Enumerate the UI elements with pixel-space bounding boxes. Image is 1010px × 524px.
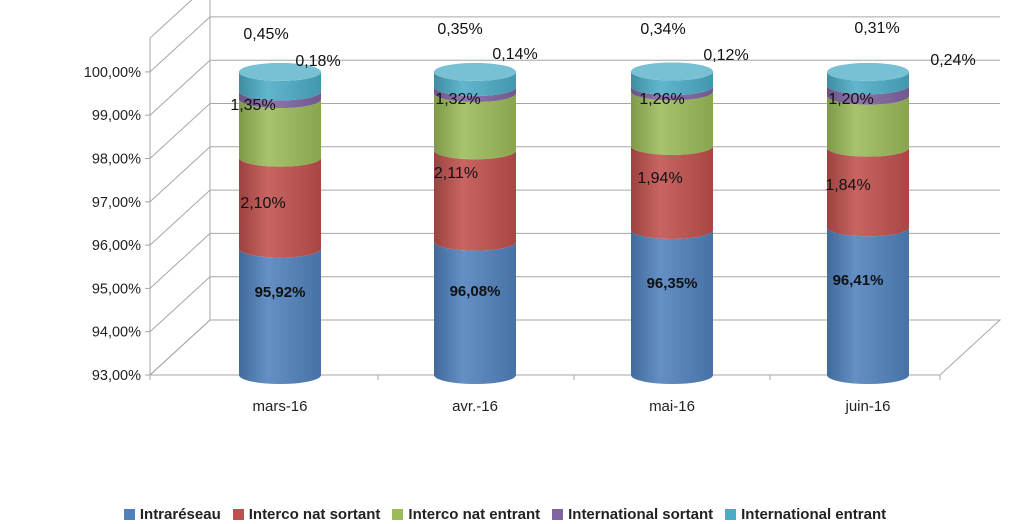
x-tick-label: avr.-16	[452, 398, 498, 415]
legend-item: Intraréseau	[123, 506, 221, 523]
gridline-diagonal	[149, 276, 211, 333]
bar-segment	[631, 229, 713, 384]
data-label: 1,84%	[825, 177, 870, 194]
y-tick-label: 93,00%	[92, 368, 141, 384]
data-label: 1,94%	[637, 170, 682, 187]
legend-label: International sortant	[568, 506, 714, 523]
y-tick-label: 97,00%	[92, 195, 141, 211]
data-label: 0,34%	[640, 21, 685, 38]
legend-swatch	[392, 509, 404, 520]
legend-item: International entrant	[725, 506, 886, 523]
x-tick-label: juin-16	[844, 398, 890, 415]
x-tick-label: mars-16	[252, 398, 307, 415]
legend-label: Interco nat entrant	[408, 506, 541, 523]
data-label: 96,41%	[833, 272, 884, 289]
bar-segment	[631, 86, 713, 101]
legend-swatch	[725, 509, 737, 520]
data-label: 2,10%	[240, 195, 285, 212]
data-label: 0,14%	[492, 46, 537, 63]
y-tick-label: 95,00%	[92, 281, 141, 297]
y-tick-label: 94,00%	[92, 325, 141, 341]
data-label: 0,24%	[930, 52, 975, 69]
bar-segment	[434, 71, 516, 97]
bar-segment	[434, 87, 516, 103]
gridline-diagonal	[149, 103, 211, 159]
legend-label: International entrant	[741, 506, 887, 523]
gridline-diagonal	[149, 16, 211, 73]
wall-edge	[149, 0, 193, 39]
bar-segment	[434, 241, 516, 384]
y-tick-label: 96,00%	[92, 238, 141, 254]
data-label: 96,35%	[647, 275, 698, 292]
bar-segment	[631, 145, 713, 239]
data-label: 1,20%	[828, 91, 873, 108]
bar-segment	[827, 71, 909, 95]
legend-item: International sortant	[552, 506, 713, 523]
bar-segment	[827, 227, 909, 384]
bar-top-cap	[827, 62, 909, 81]
y-tick-label: 100,00%	[84, 65, 141, 81]
data-label: 1,35%	[230, 97, 275, 114]
bar-segment	[434, 150, 516, 251]
gridline-diagonal	[149, 146, 211, 203]
bar-segment	[239, 71, 321, 101]
legend-label: Interco nat sortant	[248, 506, 381, 523]
bar-segment	[827, 147, 909, 237]
data-label: 0,35%	[437, 21, 482, 38]
bar-top-cap	[631, 62, 713, 81]
bar-top-cap	[434, 62, 516, 81]
bar-segment	[239, 157, 321, 258]
data-label: 0,31%	[854, 20, 899, 37]
y-tick-label: 98,00%	[92, 152, 141, 168]
bar-top-cap	[239, 62, 321, 81]
bar-segment	[239, 99, 321, 167]
data-label: 0,18%	[295, 53, 340, 70]
bar-segment	[631, 91, 713, 155]
legend-swatch	[232, 509, 244, 520]
data-label: 96,08%	[450, 283, 501, 300]
y-tick-label: 99,00%	[92, 108, 141, 124]
data-label: 1,26%	[639, 91, 684, 108]
gridline-diagonal	[149, 189, 211, 246]
bar-segment	[239, 91, 321, 109]
data-label: 95,92%	[255, 284, 306, 301]
gridline-diagonal	[149, 59, 211, 116]
bar-segment	[631, 71, 713, 96]
gridline-diagonal	[149, 233, 211, 289]
legend-label: Intraréseau	[139, 506, 221, 523]
legend-item: Interco nat entrant	[392, 506, 540, 523]
legend-swatch	[552, 509, 564, 520]
stacked-cylinder-chart: 93,00% 94,00% 95,00% 96,00% 97,00% 98,00% 99,0…	[84, 0, 1002, 415]
x-tick-label: mai-16	[649, 398, 695, 415]
data-label: 0,45%	[243, 26, 288, 43]
data-label: 1,32%	[435, 91, 480, 108]
data-label: 0,12%	[703, 47, 748, 64]
bar-segment	[827, 95, 909, 157]
legend-swatch	[123, 509, 135, 520]
legend-item: Interco nat sortant	[232, 506, 381, 523]
bar-segment	[827, 85, 909, 105]
data-label: 2,11%	[434, 165, 478, 182]
bar-segment	[239, 248, 321, 384]
chart-legend: Intraréseau Interco nat sortant Interco na…	[0, 505, 1010, 524]
bar-segment	[434, 93, 516, 160]
